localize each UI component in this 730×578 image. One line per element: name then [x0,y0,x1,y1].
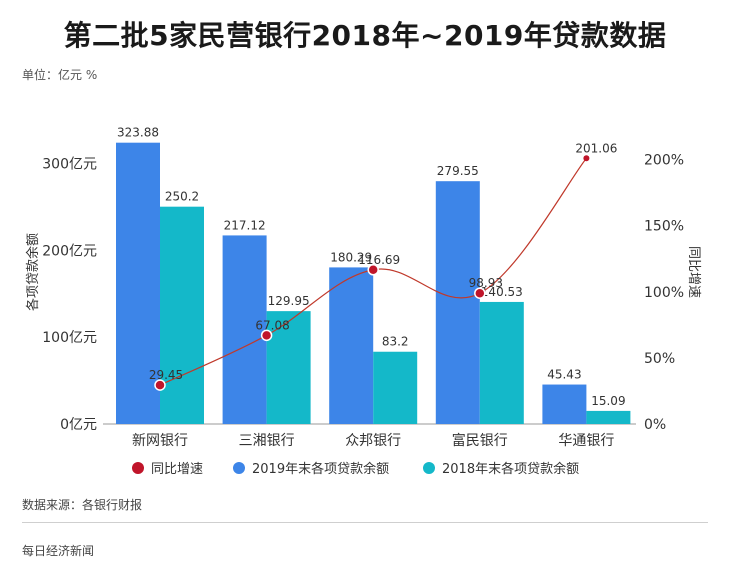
bar-2019 [222,235,267,424]
bar-2019 [542,384,587,424]
growth-point-label: 116.69 [358,253,400,267]
bar-2018-label: 129.95 [268,294,310,308]
y2-axis-title: 同比增速 [686,246,701,298]
chart-title: 第二批5家民营银行2018年~2019年贷款数据 [63,19,667,52]
growth-point [154,379,166,391]
bar-2019-label: 180.29 [330,250,372,264]
growth-point [367,264,379,276]
bar-2019-label: 323.88 [117,126,159,140]
x-tick-label: 三湘银行 [239,433,295,449]
bar-2018 [160,206,204,424]
bar-2019-label: 217.12 [224,218,266,232]
y2-tick-label: 50% [644,351,675,367]
x-tick-label: 新网银行 [132,433,188,449]
legend-marker [423,462,435,474]
growth-point-label: 201.06 [575,141,617,155]
legend-label: 同比增速 [151,462,203,477]
bar-2018 [586,410,631,424]
bar-2019-label: 279.55 [437,164,479,178]
y-axis-title: 各项贷款余额 [25,233,41,311]
bar-2018-label: 83.2 [382,335,409,349]
y-tick-label: 100亿元 [42,330,97,346]
bar-2019-label: 45.43 [547,368,581,382]
y2-tick-label: 150% [644,219,684,235]
bar-2019 [329,267,374,424]
footer-brand: 每日经济新闻 [22,544,95,558]
growth-point-label: 67.08 [255,318,289,332]
growth-point-label: 29.45 [149,368,183,382]
y2-tick-label: 0% [644,417,666,433]
bar-2018 [479,301,524,424]
bar-2018-label: 15.09 [591,394,625,408]
bar-2019 [435,181,480,424]
bar-2018 [373,351,418,424]
bar-2019 [116,142,160,425]
legend-label: 2018年末各项贷款余额 [442,461,579,477]
growth-point-label: 98.93 [469,276,503,290]
unit-label: 单位：亿元 % [22,68,98,82]
legend-label: 2019年末各项贷款余额 [252,461,389,477]
x-tick-label: 华通银行 [558,433,614,449]
data-source: 数据来源：各银行财报 [22,498,143,512]
growth-point [474,287,486,299]
bar-2018 [266,311,311,424]
y-tick-label: 200亿元 [42,243,97,259]
y2-tick-label: 100% [644,285,684,301]
divider [22,522,708,523]
x-tick-label: 众邦银行 [345,433,401,449]
growth-point [260,329,273,342]
x-tick-label: 富民银行 [452,432,508,449]
legend-marker [132,462,144,474]
legend-marker [233,462,245,474]
bar-2018-label: 250.2 [165,190,199,204]
y-tick-label: 300亿元 [42,156,97,172]
y-tick-label: 0亿元 [60,417,97,433]
y2-tick-label: 200% [644,153,684,169]
bar-2018-label: 140.53 [481,285,523,299]
growth-point [583,155,590,162]
